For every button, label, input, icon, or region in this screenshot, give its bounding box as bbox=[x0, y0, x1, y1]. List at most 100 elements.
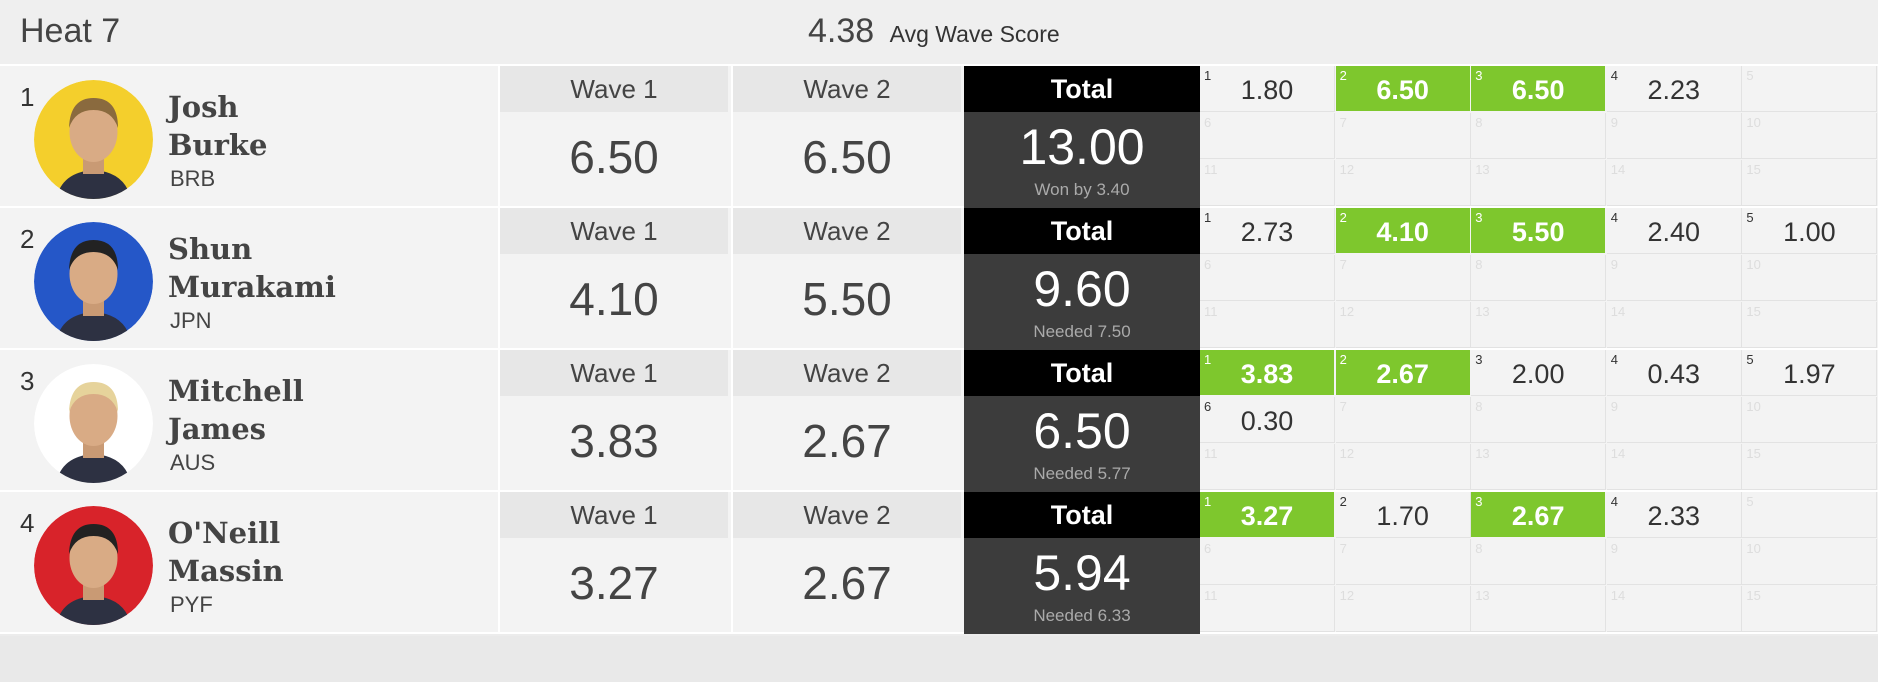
best-wave-1: Wave 1 3.27 bbox=[498, 492, 728, 632]
surfer-row[interactable]: 3 Mitchell James AUS Wave 1 3.83 Wave 2 … bbox=[0, 350, 1878, 492]
wave-cell[interactable]: 5 1.97 bbox=[1742, 350, 1878, 396]
wave-number: 11 bbox=[1204, 162, 1218, 177]
wave-cell[interactable]: 4 2.40 bbox=[1606, 208, 1742, 254]
wave-number: 15 bbox=[1746, 162, 1761, 177]
wave-number: 1 bbox=[1204, 210, 1212, 225]
wave-number: 14 bbox=[1610, 162, 1626, 177]
surfer-portrait-icon bbox=[34, 80, 153, 199]
wave-number: 9 bbox=[1610, 115, 1619, 130]
wave-cell[interactable]: 2 1.70 bbox=[1335, 492, 1471, 538]
wave-score: 1.97 bbox=[1783, 359, 1836, 389]
wave-number: 11 bbox=[1204, 588, 1218, 603]
wave-number: 4 bbox=[1610, 210, 1619, 225]
wave-cell: 14 bbox=[1606, 586, 1742, 632]
surfer-name[interactable]: Mitchell James bbox=[168, 372, 304, 448]
surfer-last-name: Burke bbox=[168, 128, 268, 162]
wave-number: 8 bbox=[1475, 541, 1483, 556]
wave-cell: 7 bbox=[1335, 397, 1471, 443]
wave-number: 7 bbox=[1339, 257, 1347, 272]
wave-cell[interactable]: 3 2.67 bbox=[1471, 492, 1607, 538]
wave-cell: 12 bbox=[1335, 160, 1471, 206]
wave-number: 3 bbox=[1475, 68, 1483, 83]
total-value: 6.50 bbox=[1033, 403, 1131, 459]
wave-number: 8 bbox=[1475, 257, 1483, 272]
wave-number: 3 bbox=[1475, 494, 1483, 509]
total-value: 13.00 bbox=[1019, 119, 1145, 175]
avg-wave-score-value: 4.38 bbox=[808, 12, 875, 50]
wave-cell[interactable]: 4 0.43 bbox=[1606, 350, 1742, 396]
wave-cell[interactable]: 1 3.83 bbox=[1200, 350, 1335, 396]
wave-cell[interactable]: 2 4.10 bbox=[1335, 208, 1471, 254]
heat-header: Heat 7 4.38 Avg Wave Score bbox=[0, 0, 1878, 66]
wave-cell[interactable]: 1 2.73 bbox=[1200, 208, 1335, 254]
wave-score: 0.30 bbox=[1240, 406, 1294, 436]
wave-cell: 10 bbox=[1742, 113, 1878, 159]
wave-cell[interactable]: 3 2.00 bbox=[1471, 350, 1607, 396]
wave-number: 13 bbox=[1475, 304, 1490, 319]
wave-number: 6 bbox=[1204, 399, 1212, 414]
wave-cell: 12 bbox=[1335, 444, 1471, 490]
wave-cell[interactable]: 5 1.00 bbox=[1742, 208, 1878, 254]
wave-cell: 6 bbox=[1200, 113, 1335, 159]
wave-number: 1 bbox=[1204, 494, 1212, 509]
wave-score: 0.43 bbox=[1647, 359, 1701, 389]
surfer-row[interactable]: 1 Josh Burke BRB Wave 1 6.50 Wave 2 6.50… bbox=[0, 66, 1878, 208]
surfer-name[interactable]: O'Neill Massin bbox=[168, 514, 284, 590]
surfer-row[interactable]: 4 O'Neill Massin PYF Wave 1 3.27 Wave 2 … bbox=[0, 492, 1878, 634]
wave-cell: 10 bbox=[1742, 539, 1878, 585]
wave-2-score: 2.67 bbox=[802, 415, 892, 467]
surfer-name[interactable]: Josh Burke bbox=[168, 88, 267, 164]
surfer-rank: 1 bbox=[20, 82, 35, 112]
surfer-row[interactable]: 2 Shun Murakami JPN Wave 1 4.10 Wave 2 5… bbox=[0, 208, 1878, 350]
wave-2-header: Wave 2 bbox=[733, 208, 961, 254]
surfer-name[interactable]: Shun Murakami bbox=[168, 230, 336, 306]
wave-number: 1 bbox=[1204, 68, 1212, 83]
wave-cell: 7 bbox=[1335, 539, 1471, 585]
total-value: 9.60 bbox=[1033, 261, 1131, 317]
wave-cell[interactable]: 4 2.23 bbox=[1606, 66, 1742, 112]
wave-2-score: 5.50 bbox=[802, 273, 892, 325]
wave-number: 10 bbox=[1746, 115, 1761, 130]
wave-score: 1.00 bbox=[1783, 217, 1836, 247]
wave-cell[interactable]: 4 2.33 bbox=[1606, 492, 1742, 538]
wave-number: 3 bbox=[1475, 352, 1483, 367]
total-score: Total 5.94 Needed 6.33 bbox=[964, 492, 1200, 634]
wave-cell[interactable]: 6 0.30 bbox=[1200, 397, 1335, 443]
wave-cell: 9 bbox=[1606, 113, 1742, 159]
wave-cell[interactable]: 1 3.27 bbox=[1200, 492, 1335, 538]
surfer-first-name: Josh bbox=[168, 90, 239, 124]
avg-wave-score-label: Avg Wave Score bbox=[889, 21, 1060, 47]
surfer-first-name: O'Neill bbox=[168, 516, 281, 550]
footer-bar bbox=[0, 636, 1878, 682]
wave-cell[interactable]: 2 2.67 bbox=[1335, 350, 1471, 396]
wave-cell[interactable]: 1 1.80 bbox=[1200, 66, 1335, 112]
surfer-first-name: Mitchell bbox=[168, 374, 304, 408]
wave-cell: 10 bbox=[1742, 255, 1878, 301]
wave-number: 9 bbox=[1610, 399, 1619, 414]
wave-1-score: 3.27 bbox=[569, 557, 659, 609]
wave-cell[interactable]: 3 6.50 bbox=[1471, 66, 1607, 112]
wave-cell: 13 bbox=[1471, 160, 1607, 206]
surfer-last-name: Murakami bbox=[168, 270, 336, 304]
wave-score: 1.70 bbox=[1376, 501, 1429, 531]
wave-number: 10 bbox=[1746, 541, 1761, 556]
wave-cell[interactable]: 3 5.50 bbox=[1471, 208, 1607, 254]
wave-number: 6 bbox=[1204, 115, 1212, 130]
wave-cell: 10 bbox=[1742, 397, 1878, 443]
best-wave-2: Wave 2 6.50 bbox=[731, 66, 961, 206]
wave-score: 6.50 bbox=[1511, 75, 1565, 105]
total-score: Total 13.00 Won by 3.40 bbox=[964, 66, 1200, 208]
total-header: Total bbox=[964, 492, 1200, 538]
wave-number: 11 bbox=[1204, 446, 1218, 461]
wave-number: 5 bbox=[1746, 494, 1754, 509]
wave-cell: 11 bbox=[1200, 444, 1335, 490]
wave-number: 11 bbox=[1204, 304, 1218, 319]
wave-cell: 7 bbox=[1335, 255, 1471, 301]
wave-score: 2.40 bbox=[1647, 217, 1701, 247]
wave-number: 5 bbox=[1746, 68, 1754, 83]
wave-cell[interactable]: 2 6.50 bbox=[1335, 66, 1471, 112]
wave-cell: 9 bbox=[1606, 397, 1742, 443]
surfer-avatar bbox=[34, 80, 153, 199]
wave-number: 15 bbox=[1746, 304, 1761, 319]
surfer-rank: 2 bbox=[20, 224, 35, 254]
